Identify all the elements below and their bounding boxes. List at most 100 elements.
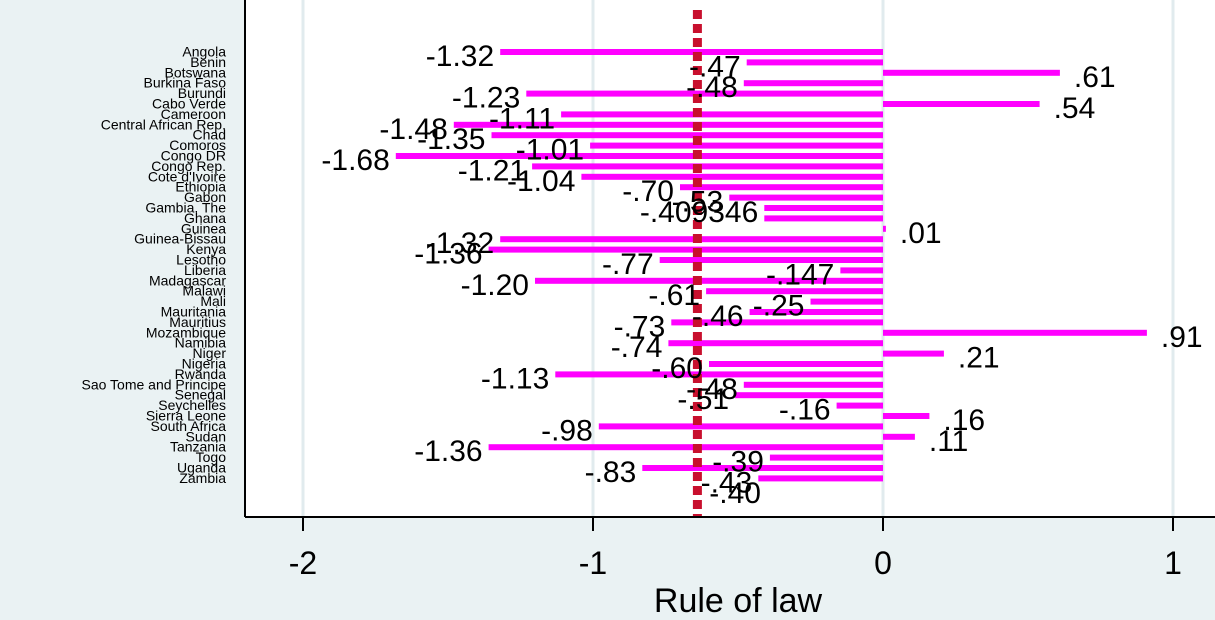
value-label: .54 — [1054, 92, 1096, 125]
x-axis-title: Rule of law — [654, 582, 823, 620]
value-label: -1.01 — [516, 134, 584, 167]
bars — [395, 49, 1147, 482]
value-label: -.53 — [672, 186, 724, 219]
bar — [735, 392, 883, 399]
category-label: Burundi — [178, 85, 226, 101]
bar — [883, 101, 1040, 107]
category-label: Rwanda — [175, 366, 227, 382]
bar — [590, 142, 883, 149]
x-tick-label: -1 — [579, 545, 607, 581]
value-label: -.48 — [686, 71, 738, 104]
category-label: Ethiopia — [175, 179, 226, 195]
value-label: .91 — [1161, 321, 1203, 354]
category-label: Nigeria — [182, 356, 227, 372]
bar — [488, 444, 883, 451]
value-label: -1.21 — [458, 154, 526, 187]
bar — [395, 153, 883, 159]
category-label: Angola — [182, 44, 226, 60]
category-label: Botswana — [165, 64, 227, 80]
bar — [561, 111, 883, 118]
category-label: Chad — [193, 127, 226, 143]
bar — [764, 215, 883, 222]
bar — [488, 246, 883, 253]
x-tick-label: 1 — [1164, 545, 1182, 581]
category-label: Togo — [196, 449, 227, 465]
category-label: Sudan — [186, 428, 226, 444]
value-label: -1.32 — [426, 227, 494, 260]
bar — [491, 132, 883, 139]
bar — [598, 423, 883, 430]
bar — [526, 90, 883, 97]
category-label: Ghana — [184, 210, 226, 226]
category-label: Namibia — [175, 335, 227, 351]
category-label: Cameroon — [161, 106, 226, 122]
value-label: -.25 — [753, 290, 805, 323]
value-label: .21 — [958, 342, 1000, 375]
bar — [706, 288, 883, 295]
bar — [883, 433, 915, 440]
bar — [769, 454, 883, 461]
value-label: -1.68 — [321, 144, 389, 177]
category-label: Mauritania — [161, 304, 227, 320]
bar — [729, 194, 883, 201]
bar — [709, 361, 883, 367]
value-label: -1.32 — [426, 40, 494, 73]
bar — [840, 267, 883, 274]
bar — [836, 402, 883, 409]
bar — [743, 381, 883, 388]
value-label: -.61 — [648, 279, 700, 312]
bar — [668, 340, 883, 347]
value-label: .11 — [929, 425, 968, 458]
bar — [746, 59, 883, 66]
category-label: Gabon — [184, 189, 226, 205]
value-label: -.77 — [602, 248, 654, 281]
x-tick-label: 0 — [874, 545, 892, 581]
value-label: -1.23 — [452, 82, 520, 115]
bar — [680, 184, 883, 191]
category-label: Congo Rep. — [151, 158, 226, 174]
category-label: Benin — [190, 54, 226, 70]
value-label: -.40 — [709, 477, 761, 510]
category-label: Guinea-Bissau — [134, 231, 226, 247]
axes — [244, 0, 1215, 518]
value-label: -.46 — [692, 300, 744, 333]
value-label: -.74 — [611, 331, 663, 364]
value-label: -1.36 — [414, 435, 482, 468]
category-label: Madagascar — [149, 272, 226, 288]
bar — [883, 329, 1147, 336]
category-label: Sao Tome and Principe — [82, 376, 227, 392]
bar — [671, 319, 883, 326]
value-label: -1.11 — [489, 102, 555, 135]
category-label: Cabo Verde — [152, 96, 226, 112]
bar — [810, 298, 883, 305]
bar — [883, 413, 930, 419]
category-label: Sierra Leone — [146, 408, 226, 424]
bar — [532, 163, 883, 170]
category-label: Cote d'Ivoire — [148, 168, 226, 184]
value-label: -.60 — [651, 352, 703, 385]
value-label: -.43 — [701, 466, 753, 499]
category-label: Mali — [200, 293, 226, 309]
bar — [659, 257, 883, 263]
value-label: -.39 — [712, 446, 764, 479]
category-label: Niger — [193, 345, 227, 361]
value-label: -.98 — [541, 414, 593, 447]
value-label: -1.13 — [481, 362, 549, 395]
value-label: -.409346 — [640, 196, 758, 229]
bar — [535, 277, 883, 284]
value-label: -.70 — [622, 175, 674, 208]
bar — [749, 309, 883, 315]
category-label: Comoros — [169, 137, 226, 153]
category-label: Congo DR — [161, 148, 226, 164]
bar — [642, 465, 883, 471]
value-labels: -1.32 -.47.61-.48-1.23.54-1.11-1.48-1.35-… — [321, 40, 1202, 510]
value-label: -.48 — [686, 373, 738, 406]
value-label: -1.36 — [414, 238, 482, 271]
category-label: Uganda — [177, 460, 226, 476]
bar — [581, 173, 883, 180]
category-label: Tanzania — [170, 439, 226, 455]
bar — [764, 205, 883, 211]
bar — [883, 69, 1060, 76]
